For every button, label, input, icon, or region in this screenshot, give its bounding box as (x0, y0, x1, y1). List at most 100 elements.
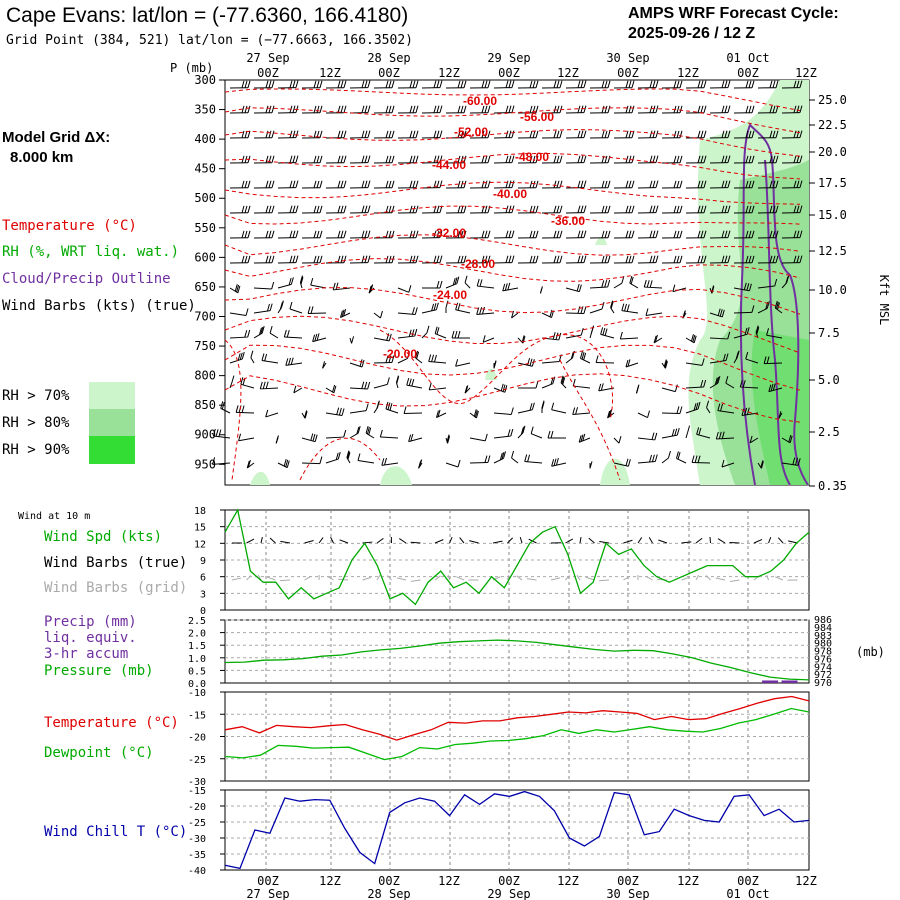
pressure-tick-label: 350 (194, 103, 216, 117)
top-hour-label: 12Z (557, 66, 579, 80)
wind-barb-flag (652, 180, 656, 188)
wind-barb-flag (655, 155, 659, 163)
wind-barb-shaft (709, 382, 719, 389)
wind-barb-flag (722, 353, 726, 362)
chill-panel-frame (224, 789, 810, 871)
contour-label: -52.00 (454, 125, 488, 139)
wind-barb-flag (527, 454, 531, 462)
wind-barb-flag (751, 155, 755, 163)
wind-barb-flag (464, 275, 468, 283)
wind-barb-true (565, 538, 574, 544)
wind-barb-flag (556, 255, 560, 263)
wind-barb-flag (673, 180, 677, 189)
wind-barb-shaft (493, 435, 511, 439)
wind-barb-flag (535, 130, 539, 138)
wind-barb-shaft (725, 382, 735, 389)
wind-barb-flag (244, 205, 248, 213)
wind-barb-flag (268, 205, 272, 213)
wind-barb-true (434, 539, 444, 544)
wind-barb-flag (556, 130, 560, 138)
wind-barb-flag (625, 458, 629, 466)
wind-barb-flag (505, 130, 509, 138)
wind-barb-flag (553, 458, 557, 466)
wind-barb-flag (271, 281, 275, 290)
wind-barb-flag (295, 180, 299, 188)
contour-label: -44.00 (432, 158, 466, 172)
wind-barb-flag (364, 205, 368, 213)
wind-barb-flag (484, 455, 488, 463)
wind-barb-flag (651, 432, 655, 440)
wind-barb-flag (271, 155, 275, 163)
wind-barb-flag (721, 105, 725, 113)
wind-barb-flag (608, 410, 612, 418)
wind-barb-flag (601, 105, 605, 114)
wind-barb-flag (724, 230, 728, 238)
wind-barb-flag (415, 230, 419, 238)
y-tick-label: 3 (200, 589, 206, 600)
wind-barb-flag (367, 155, 371, 163)
wind-barb-flag (333, 385, 337, 393)
wind-barb-shaft (397, 335, 415, 339)
wind-barb-flag (457, 80, 461, 89)
wind-barb-flag (772, 80, 776, 88)
wind-barb-flag (313, 180, 317, 189)
legend-wind-speed: Wind Spd (kts) (44, 529, 162, 545)
wind-barb-flag (628, 255, 632, 263)
wind-barb-flag (343, 105, 347, 113)
wind-barb-flag (766, 301, 770, 309)
wind-barb-shaft (551, 409, 567, 414)
temperature-contour-line (224, 344, 801, 391)
wind-barb-flag (293, 385, 297, 393)
wind-barb-flag (241, 230, 245, 239)
wind-barb-flag (463, 230, 467, 238)
wind-barb-flag (295, 255, 299, 263)
wind-barb-flag (700, 255, 704, 263)
wind-barb-flag (365, 426, 369, 434)
wind-barb-flag (770, 383, 774, 392)
wind-barb-flag (580, 434, 584, 442)
wind-barb-flag (745, 230, 749, 239)
temp-panel-frame (224, 691, 810, 782)
wind-barb-flag (415, 205, 419, 213)
wind-barb-flag (439, 155, 443, 163)
wind-barb-flag (409, 80, 413, 88)
wind-barb-flag (247, 130, 251, 138)
wind-barb-true (362, 541, 373, 544)
wind-barb-shaft (229, 382, 233, 389)
wind-barb-flag (367, 381, 371, 390)
wind-barb-shaft (469, 437, 486, 442)
wind-barb-flag (672, 284, 676, 292)
wind-barb-flag (682, 310, 686, 318)
wind-barb-flag (433, 230, 437, 238)
wind-barb-flag (529, 255, 533, 264)
wind-barb-true (399, 538, 407, 544)
y-tick-label: -15 (188, 710, 206, 721)
wind-barb-shaft (397, 357, 408, 364)
wind-barb-flag (610, 301, 614, 309)
wind-barb-flag (337, 451, 341, 460)
top-hour-label: 12Z (677, 66, 699, 80)
wind-barb-flag (583, 180, 587, 188)
wind-barb-flag (436, 80, 440, 88)
wind-barb-flag (769, 80, 773, 88)
wind-barb-flag (625, 130, 629, 138)
wind-barb-flag (332, 282, 336, 291)
wind-barb-flag (387, 402, 391, 410)
wind-barb-flag (364, 180, 368, 188)
wind-barb-flag (674, 384, 678, 392)
wind-barb-flag (697, 130, 701, 138)
wind-barb-flag (655, 230, 659, 238)
wind-barb-flag (409, 205, 413, 213)
wind-barb-flag (247, 460, 251, 468)
wind-barb-flag (796, 255, 800, 263)
wind-barb-flag (265, 409, 269, 418)
wind-barb-flag (388, 355, 392, 363)
wind-barb-flag (412, 205, 416, 213)
wind-barb-flag (335, 452, 339, 460)
legend-wind-barbs-true: Wind Barbs (true) (44, 555, 187, 571)
pressure-tick-label: 800 (194, 369, 216, 383)
wind-barb-flag (385, 105, 389, 114)
wind-barb-flag (555, 458, 559, 466)
temperature-contour-line (224, 88, 801, 112)
